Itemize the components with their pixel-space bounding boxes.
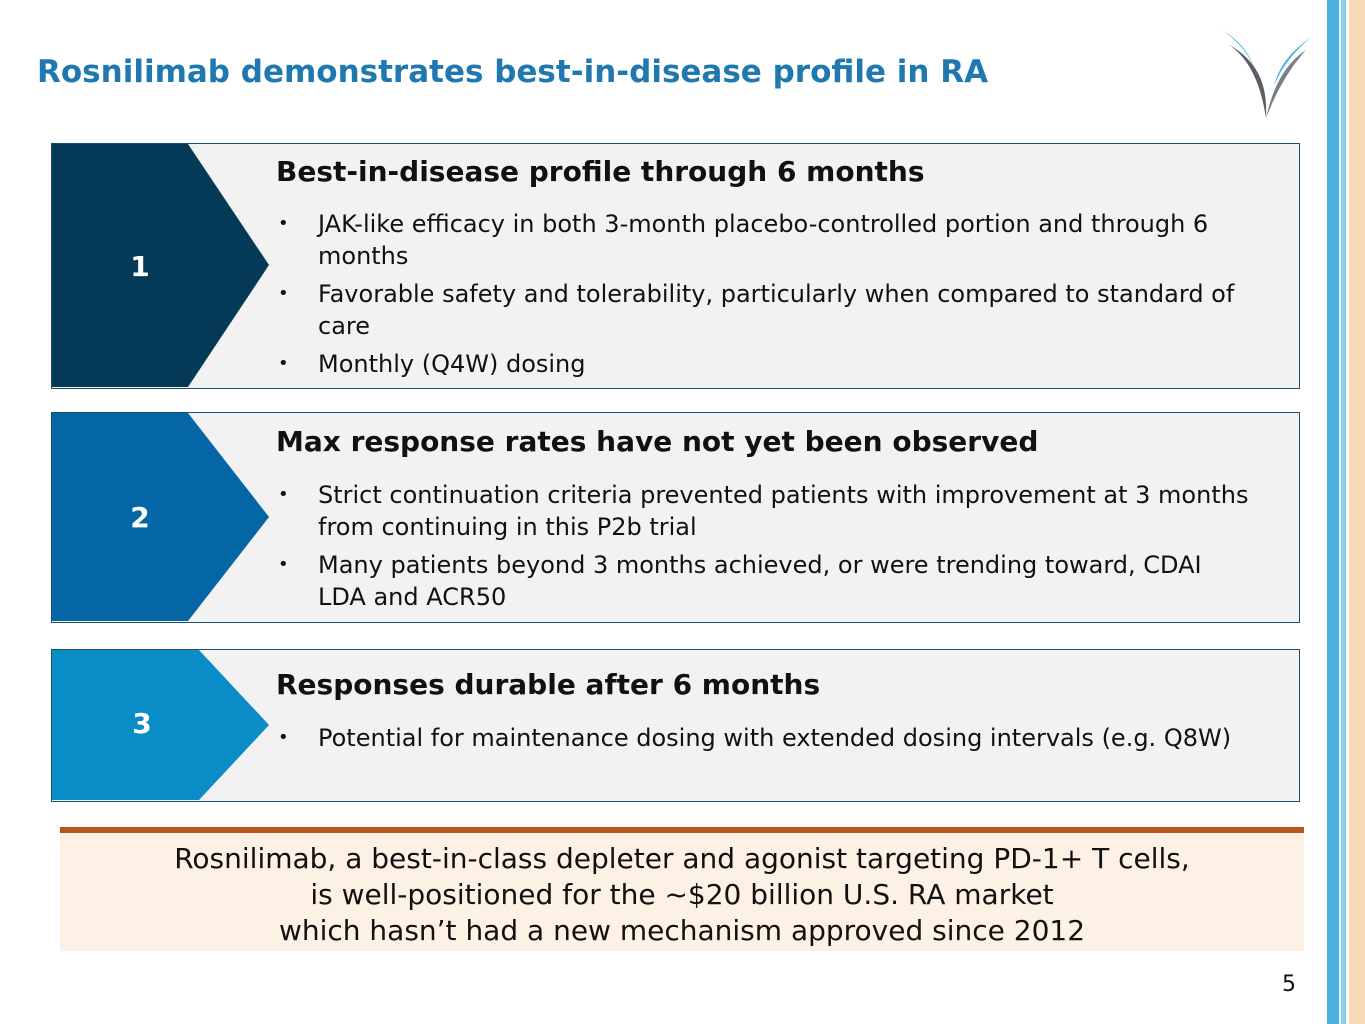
chevron-tab <box>52 413 269 621</box>
page-number: 5 <box>1282 972 1296 997</box>
bullet-list: Potential for maintenance dosing with ex… <box>276 722 1256 760</box>
bullet-list: JAK-like efficacy in both 3-month placeb… <box>276 208 1256 386</box>
company-logo-icon <box>1222 30 1310 118</box>
bullet-item: Potential for maintenance dosing with ex… <box>276 722 1256 754</box>
chevron-tab <box>52 650 269 800</box>
key-point-card-2: 2 Max response rates have not yet been o… <box>51 412 1300 623</box>
bullet-item: Many patients beyond 3 months achieved, … <box>276 549 1256 613</box>
card-number: 3 <box>132 707 152 740</box>
bullet-item: Strict continuation criteria prevented p… <box>276 479 1256 543</box>
bullet-item: JAK-like efficacy in both 3-month placeb… <box>276 208 1256 272</box>
banner-line: which hasn’t had a new mechanism approve… <box>278 914 1086 947</box>
banner-line: is well-positioned for the ~$20 billion … <box>310 878 1054 911</box>
slide-title: Rosnilimab demonstrates best-in-disease … <box>37 54 989 90</box>
key-point-card-3: 3 Responses durable after 6 months Poten… <box>51 649 1300 802</box>
bullet-item: Favorable safety and tolerability, parti… <box>276 278 1256 342</box>
banner-divider <box>60 827 1304 833</box>
key-point-card-1: 1 Best-in-disease profile through 6 mont… <box>51 143 1300 389</box>
bullet-item: Monthly (Q4W) dosing <box>276 348 1256 380</box>
card-heading: Max response rates have not yet been obs… <box>276 425 1039 458</box>
card-heading: Responses durable after 6 months <box>276 668 821 701</box>
card-number: 2 <box>130 501 150 534</box>
banner-line: Rosnilimab, a best-in-class depleter and… <box>174 842 1190 875</box>
card-number: 1 <box>130 250 150 283</box>
chevron-tab <box>52 144 269 387</box>
bullet-list: Strict continuation criteria prevented p… <box>276 479 1256 619</box>
side-accent-bar <box>1349 0 1365 1024</box>
card-heading: Best-in-disease profile through 6 months <box>276 155 925 188</box>
side-accent-bar <box>1341 0 1346 1024</box>
side-accent-bar <box>1327 0 1339 1024</box>
summary-banner: Rosnilimab, a best-in-class depleter and… <box>60 833 1304 951</box>
